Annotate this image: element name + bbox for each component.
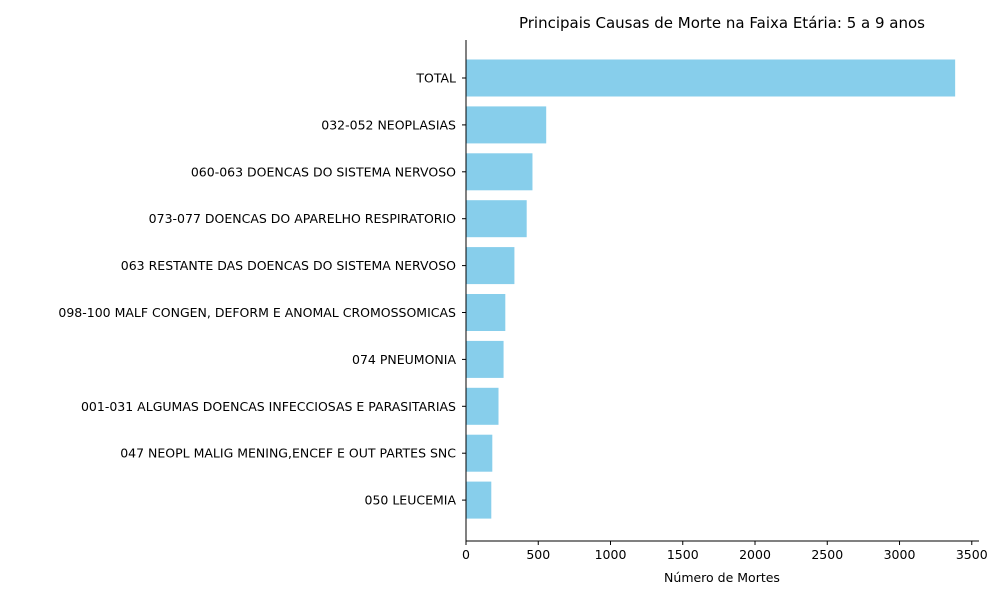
y-tick-label: 050 LEUCEMIA xyxy=(365,493,457,508)
y-tick-label: 073-077 DOENCAS DO APARELHO RESPIRATORIO xyxy=(149,211,456,226)
x-tick-label: 2000 xyxy=(739,547,771,562)
y-tick-label: 032-052 NEOPLASIAS xyxy=(321,117,456,132)
bars-layer xyxy=(466,59,956,519)
bar-5 xyxy=(466,247,515,285)
x-tick-label: 1000 xyxy=(595,547,627,562)
x-tick-label: 3000 xyxy=(884,547,916,562)
x-axis-ticks: 0 500 1000 1500 2000 2500 3000 3500 xyxy=(462,541,988,562)
bar-1 xyxy=(466,59,956,97)
y-tick-label: 098-100 MALF CONGEN, DEFORM E ANOMAL CRO… xyxy=(58,305,456,320)
y-tick-label: 001-031 ALGUMAS DOENCAS INFECCIOSAS E PA… xyxy=(81,399,456,414)
x-tick-label: 0 xyxy=(462,547,470,562)
bar-3 xyxy=(466,153,533,191)
bar-7 xyxy=(466,340,504,378)
x-tick-label: 2500 xyxy=(811,547,843,562)
y-tick-label: 060-063 DOENCAS DO SISTEMA NERVOSO xyxy=(191,164,456,179)
y-tick-label: 047 NEOPL MALIG MENING,ENCEF E OUT PARTE… xyxy=(120,446,456,461)
chart-title: Principais Causas de Morte na Faixa Etár… xyxy=(519,14,925,32)
y-tick-label: 063 RESTANTE DAS DOENCAS DO SISTEMA NERV… xyxy=(121,258,456,273)
bar-2 xyxy=(466,106,547,144)
bar-8 xyxy=(466,387,499,425)
bar-4 xyxy=(466,200,527,238)
y-axis-ticks: TOTAL 032-052 NEOPLASIAS 060-063 DOENCAS D… xyxy=(58,71,466,508)
bar-9 xyxy=(466,434,493,472)
y-tick-label: TOTAL xyxy=(415,71,456,86)
x-axis-label: Número de Mortes xyxy=(664,570,780,585)
bar-6 xyxy=(466,294,506,331)
y-tick-label: 074 PNEUMONIA xyxy=(352,352,456,367)
x-tick-label: 1500 xyxy=(667,547,699,562)
x-tick-label: 500 xyxy=(526,547,550,562)
bar-10 xyxy=(466,481,492,519)
x-tick-label: 3500 xyxy=(956,547,988,562)
